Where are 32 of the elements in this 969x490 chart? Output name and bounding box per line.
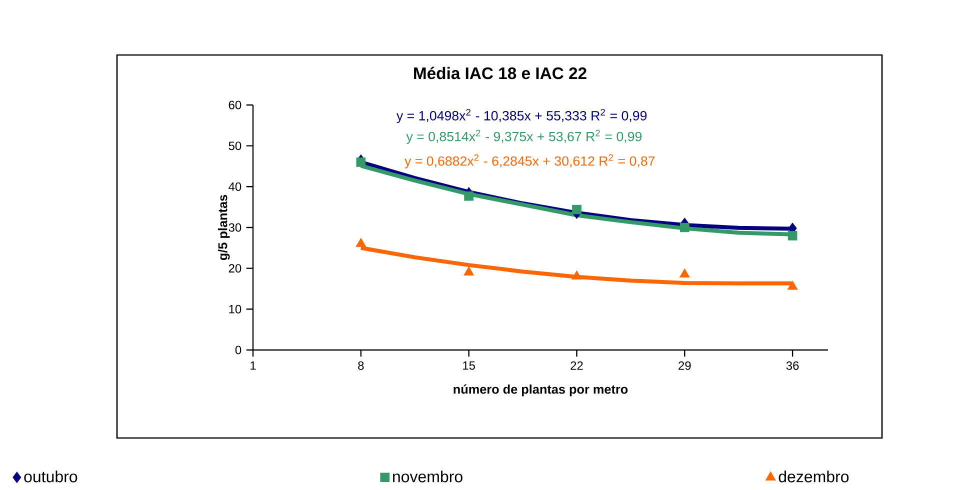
x-tick-label: 36 <box>786 362 799 370</box>
x-axis-title: número de plantas por metro <box>454 384 628 397</box>
point <box>356 238 366 248</box>
point <box>680 268 690 278</box>
y-tick-label: 0 <box>235 346 242 354</box>
x-tick-label: 29 <box>678 362 691 370</box>
y-tick-label: 50 <box>228 142 242 150</box>
x-tick-label: 1 <box>250 362 256 370</box>
annotation: y = 1,0498x$^{2}$ - 10,385x + 55,333 R$^{2}$ = 0,99 <box>396 109 647 124</box>
point <box>572 270 582 280</box>
legend-label: dezembro <box>778 470 849 483</box>
y-tick-label: 60 <box>228 100 242 110</box>
y-tick-label: 20 <box>228 264 242 273</box>
point <box>788 231 798 241</box>
point <box>356 158 366 168</box>
x-tick-label: 15 <box>463 362 475 370</box>
point <box>572 205 582 214</box>
legend-label: novembro <box>393 470 462 483</box>
y-tick-label: 40 <box>228 182 242 192</box>
x-tick-label: 8 <box>358 362 364 370</box>
annotation: y = 0,8514x$^{2}$ - 9,375x + 53,67 R$^{2}$ = 0,99 <box>406 130 642 144</box>
y-tick-label: 30 <box>228 223 242 232</box>
y-tick-label: 10 <box>229 305 242 314</box>
y-axis-title: g/5 plantas <box>218 195 230 260</box>
annotation: y = 0,6882x$^{2}$ - 6,2845x + 30,612 R$^{2}$ = 0,87 <box>404 154 655 169</box>
point <box>680 223 690 232</box>
legend-label: outubro <box>24 470 78 483</box>
chart-title: Média IAC 18 e IAC 22 <box>414 67 586 80</box>
point <box>464 266 474 276</box>
point <box>464 192 474 201</box>
x-tick-label: 22 <box>570 362 583 370</box>
point <box>787 281 798 290</box>
